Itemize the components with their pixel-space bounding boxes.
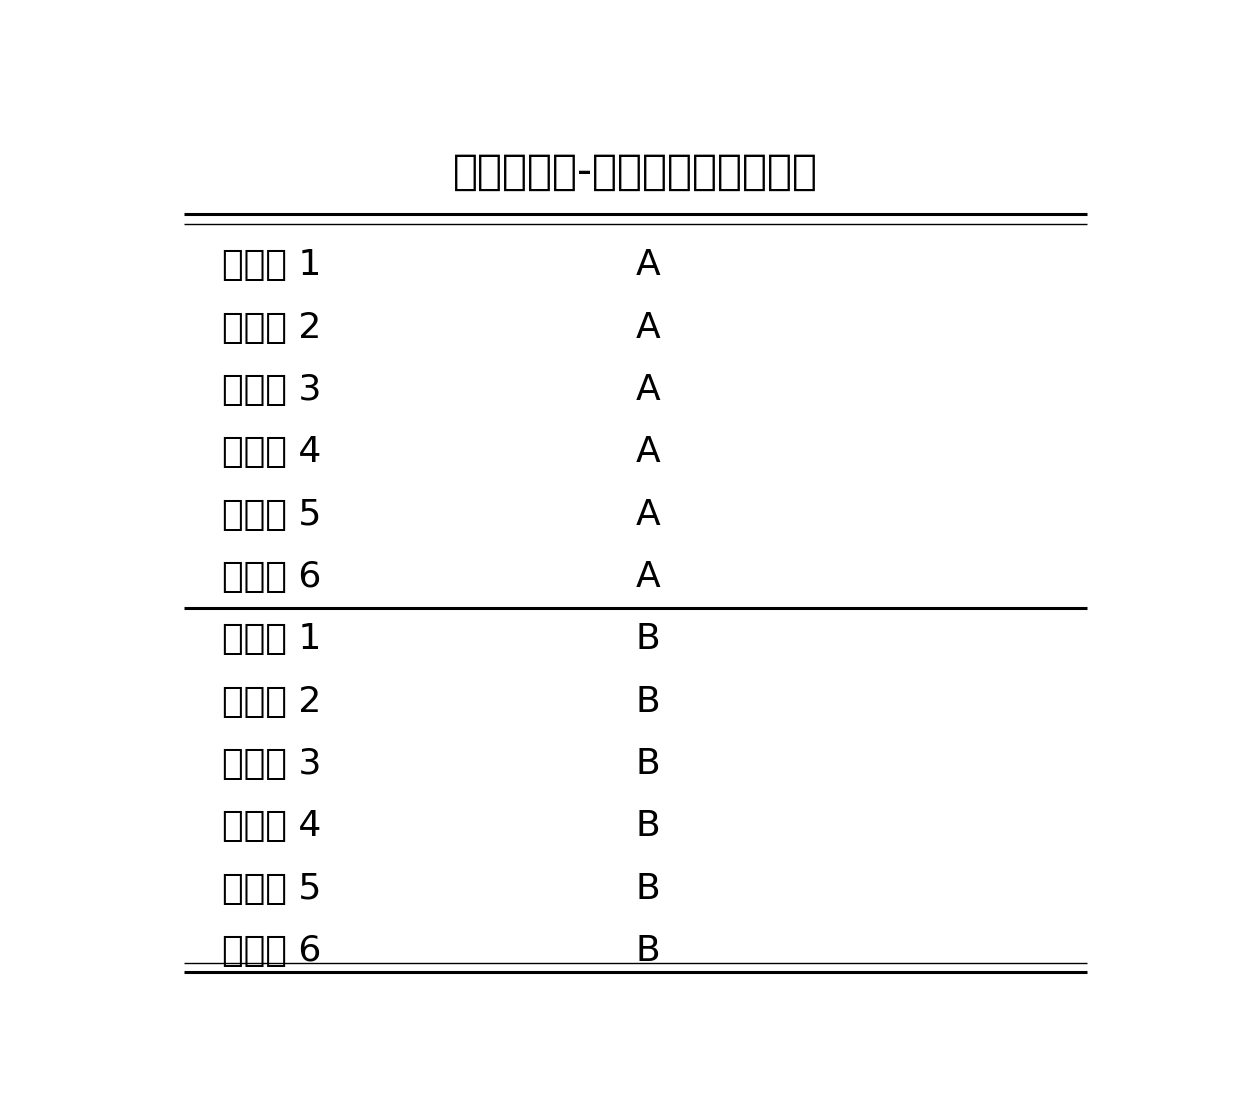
Text: 实施例 5: 实施例 5	[222, 498, 321, 532]
Text: A: A	[635, 436, 660, 469]
Text: A: A	[635, 311, 660, 345]
Text: 比较例 5: 比较例 5	[222, 872, 321, 906]
Text: A: A	[635, 560, 660, 594]
Text: 比较例 1: 比较例 1	[222, 622, 321, 657]
Text: B: B	[635, 684, 660, 719]
Text: 比较例 3: 比较例 3	[222, 747, 321, 781]
Text: A: A	[635, 373, 660, 407]
Text: 实施例 4: 实施例 4	[222, 436, 321, 469]
Text: A: A	[635, 248, 660, 283]
Text: 第一导电层-催化剂层间的粘接性: 第一导电层-催化剂层间的粘接性	[453, 151, 818, 193]
Text: B: B	[635, 747, 660, 781]
Text: 比较例 6: 比较例 6	[222, 934, 321, 968]
Text: 比较例 2: 比较例 2	[222, 684, 321, 719]
Text: 实施例 6: 实施例 6	[222, 560, 321, 594]
Text: B: B	[635, 622, 660, 657]
Text: A: A	[635, 498, 660, 532]
Text: 实施例 1: 实施例 1	[222, 248, 321, 283]
Text: 实施例 2: 实施例 2	[222, 311, 321, 345]
Text: B: B	[635, 934, 660, 968]
Text: B: B	[635, 810, 660, 844]
Text: 实施例 3: 实施例 3	[222, 373, 321, 407]
Text: B: B	[635, 872, 660, 906]
Text: 比较例 4: 比较例 4	[222, 810, 321, 844]
